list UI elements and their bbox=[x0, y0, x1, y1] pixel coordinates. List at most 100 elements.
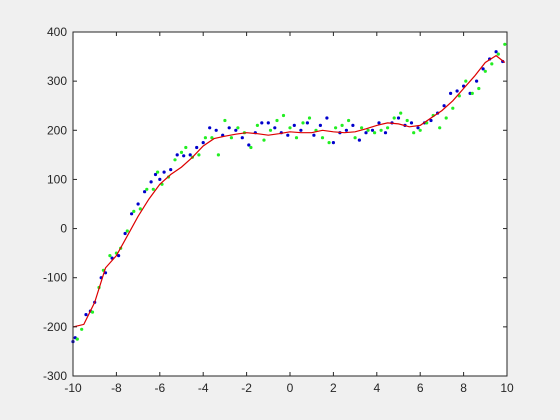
data-point-series-1 bbox=[195, 145, 199, 150]
data-point-series-2 bbox=[353, 136, 357, 140]
data-point-series-2 bbox=[490, 62, 494, 66]
data-point-series-2 bbox=[418, 128, 422, 132]
data-point-series-2 bbox=[496, 52, 500, 56]
data-point-series-2 bbox=[451, 106, 455, 110]
data-point-series-1 bbox=[449, 91, 453, 95]
x-tick-label: -2 bbox=[241, 381, 252, 395]
data-point-series-2 bbox=[301, 121, 305, 125]
data-point-series-1 bbox=[396, 116, 401, 120]
data-point-series-2 bbox=[145, 187, 149, 191]
data-point-series-2 bbox=[386, 126, 390, 130]
data-point-series-2 bbox=[392, 116, 396, 120]
data-point-series-1 bbox=[162, 170, 166, 174]
data-point-series-1 bbox=[475, 79, 479, 83]
x-tick-label: 4 bbox=[373, 381, 380, 395]
fit-line bbox=[72, 54, 506, 328]
data-point-series-2 bbox=[210, 136, 214, 140]
data-point-series-2 bbox=[223, 118, 227, 123]
y-tick-label: 200 bbox=[47, 123, 67, 137]
data-point-series-2 bbox=[464, 79, 468, 83]
data-point-series-1 bbox=[234, 128, 238, 132]
data-point-series-2 bbox=[132, 209, 136, 213]
y-tick-label: -300 bbox=[43, 369, 67, 383]
data-point-series-1 bbox=[143, 190, 147, 194]
data-point-series-1 bbox=[158, 177, 162, 181]
data-point-series-1 bbox=[409, 121, 414, 125]
data-point-series-2 bbox=[179, 150, 184, 154]
data-point-series-2 bbox=[281, 113, 286, 118]
x-tick-label: 6 bbox=[417, 381, 424, 395]
data-point-series-1 bbox=[299, 128, 303, 132]
data-point-series-2 bbox=[216, 153, 220, 157]
data-point-series-2 bbox=[470, 91, 474, 95]
data-point-series-2 bbox=[138, 207, 142, 211]
data-point-series-1 bbox=[357, 138, 361, 142]
data-point-series-1 bbox=[84, 313, 88, 317]
data-point-series-2 bbox=[438, 126, 442, 130]
data-point-series-2 bbox=[75, 337, 79, 341]
data-point-series-1 bbox=[240, 136, 244, 140]
data-point-series-1 bbox=[117, 254, 121, 258]
data-point-series-2 bbox=[307, 116, 312, 120]
x-tick-label: 0 bbox=[287, 381, 294, 395]
data-point-series-2 bbox=[255, 123, 259, 127]
data-point-series-1 bbox=[136, 202, 140, 206]
data-point-series-2 bbox=[275, 118, 279, 123]
data-point-series-1 bbox=[227, 126, 231, 130]
y-tick-label: 0 bbox=[60, 222, 67, 236]
data-point-series-2 bbox=[184, 145, 188, 150]
data-point-series-1 bbox=[292, 123, 296, 127]
data-point-series-2 bbox=[262, 138, 266, 142]
x-tick-label: -6 bbox=[154, 381, 165, 395]
chart-marks bbox=[71, 42, 507, 344]
data-point-series-2 bbox=[366, 128, 370, 132]
data-point-series-2 bbox=[288, 126, 292, 130]
data-point-series-2 bbox=[151, 187, 155, 191]
data-point-series-2 bbox=[156, 170, 160, 174]
data-point-series-1 bbox=[153, 172, 158, 177]
data-point-series-2 bbox=[483, 69, 487, 73]
data-point-series-1 bbox=[468, 91, 472, 95]
data-point-series-2 bbox=[90, 310, 95, 314]
data-point-series-1 bbox=[182, 154, 186, 158]
x-tick-label: 2 bbox=[330, 381, 337, 395]
data-point-series-1 bbox=[130, 212, 134, 216]
data-point-series-1 bbox=[260, 121, 264, 125]
data-point-series-2 bbox=[334, 126, 338, 130]
x-tick-label: -8 bbox=[111, 381, 122, 395]
data-point-series-1 bbox=[312, 133, 316, 137]
y-tick-label: -200 bbox=[43, 320, 67, 334]
data-point-series-1 bbox=[123, 231, 127, 236]
data-point-series-1 bbox=[370, 128, 375, 132]
data-point-series-2 bbox=[347, 118, 351, 123]
x-tick-label: 8 bbox=[460, 381, 467, 395]
y-tick-label: 400 bbox=[47, 25, 67, 39]
data-point-series-2 bbox=[360, 126, 364, 130]
data-point-series-1 bbox=[383, 131, 388, 135]
y-tick-label: -100 bbox=[43, 271, 67, 285]
data-point-series-1 bbox=[416, 126, 420, 130]
data-point-series-2 bbox=[125, 229, 129, 233]
data-point-series-2 bbox=[327, 141, 331, 145]
data-point-series-1 bbox=[188, 153, 192, 157]
data-point-series-1 bbox=[494, 50, 498, 54]
x-tick-label: -4 bbox=[198, 381, 209, 395]
data-point-series-2 bbox=[477, 86, 481, 91]
data-point-series-2 bbox=[173, 158, 177, 162]
data-point-series-1 bbox=[175, 153, 179, 157]
data-point-series-2 bbox=[108, 254, 112, 258]
data-point-series-2 bbox=[373, 131, 377, 135]
data-point-series-2 bbox=[229, 136, 233, 140]
data-point-series-1 bbox=[149, 180, 153, 184]
data-point-series-1 bbox=[429, 118, 433, 123]
data-point-series-2 bbox=[412, 131, 416, 135]
data-point-series-1 bbox=[331, 141, 335, 145]
data-point-series-2 bbox=[320, 136, 325, 140]
data-point-series-2 bbox=[294, 136, 299, 140]
data-point-series-2 bbox=[444, 116, 448, 120]
data-point-series-2 bbox=[197, 153, 201, 157]
data-point-series-1 bbox=[266, 121, 270, 125]
data-point-series-2 bbox=[379, 128, 383, 132]
data-point-series-2 bbox=[80, 327, 84, 331]
